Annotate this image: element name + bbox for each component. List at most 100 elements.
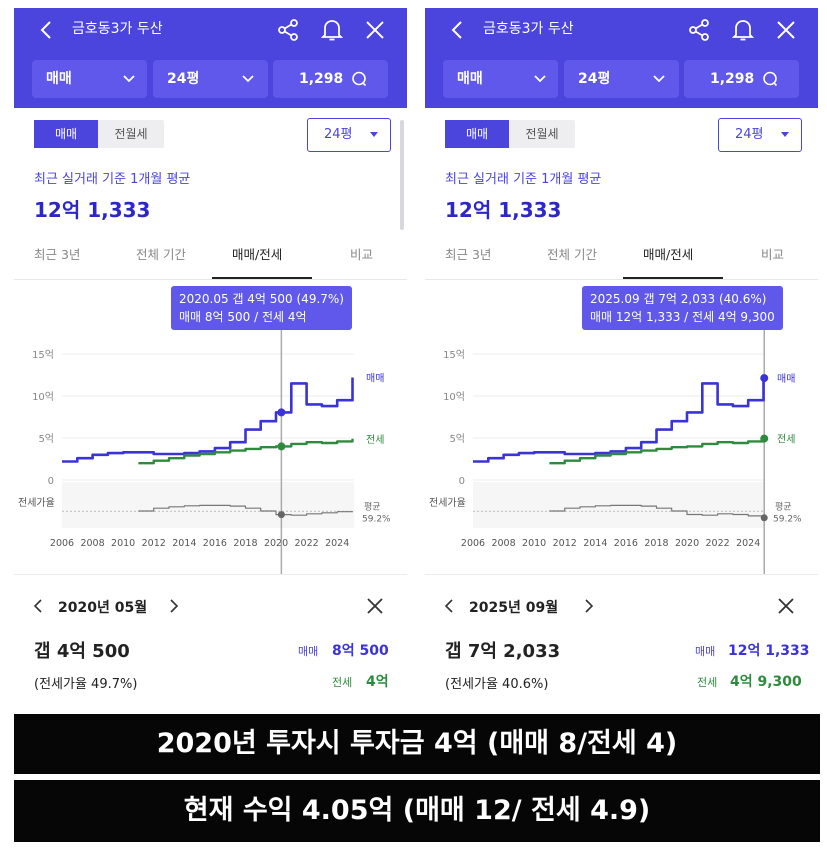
selected-jeonse-point (277, 442, 286, 451)
average-value: 12억 1,333 (445, 198, 562, 222)
close-icon[interactable] (777, 597, 795, 615)
sale-value: 8억 500 (332, 643, 389, 659)
average-label: 최근 실거래 기준 1개월 평균 (445, 172, 602, 187)
close-icon[interactable] (775, 19, 797, 41)
chat-bubble-icon (352, 71, 367, 87)
jeonse-ratio-line (549, 504, 765, 518)
selected-jeonse-point (760, 434, 769, 443)
x-tick-label: 2006 (461, 538, 485, 549)
trade-type-select[interactable]: 매매 (32, 60, 147, 98)
jeonse-label: 전세 (332, 676, 353, 689)
back-arrow-icon[interactable] (447, 19, 469, 41)
x-tick-label: 2024 (325, 538, 349, 549)
close-icon[interactable] (364, 19, 386, 41)
jeonse-value: 4억 (366, 674, 389, 690)
segment-rent[interactable]: 전월세 (525, 127, 559, 141)
jeonse-price-line (549, 438, 765, 465)
series-label: 전세 (366, 434, 384, 446)
sale-label: 매매 (695, 645, 716, 658)
close-icon[interactable] (366, 597, 384, 615)
y-tick-label: 0 (459, 476, 465, 487)
y-tick-label: 0 (48, 476, 54, 487)
x-tick-label: 2012 (553, 538, 577, 549)
selected-ratio-point (277, 511, 285, 519)
chevron-left-icon[interactable] (32, 599, 44, 613)
x-tick-label: 2016 (203, 538, 227, 549)
tab-recent-3y[interactable]: 최근 3년 (34, 247, 81, 262)
size-dropdown-value: 24평 (735, 127, 764, 142)
jeonse-ratio: (전세가율 40.6%) (445, 677, 549, 692)
jeonse-ratio: (전세가율 49.7%) (34, 677, 138, 692)
tab-sale-jeonse[interactable]: 매매/전세 (643, 247, 694, 262)
share-icon[interactable] (687, 18, 711, 42)
chevron-right-icon[interactable] (583, 599, 595, 613)
area-value: 24평 (167, 71, 200, 87)
tab-all-period[interactable]: 전체 기간 (547, 247, 597, 262)
complex-title: 금호동3가 두산 (72, 21, 163, 37)
gap-amount: 갭 7억 2,033 (445, 641, 561, 662)
tooltip-line-1: 2025.09 갭 7억 2,033 (40.6%) (590, 292, 767, 306)
trade-type-value: 매매 (46, 71, 72, 87)
app-header: 금호동3가 두산 매매 24평 1,298 (14, 8, 407, 108)
tab-recent-3y[interactable]: 최근 3년 (445, 247, 492, 262)
y-tick-label: 10억 (32, 391, 54, 403)
x-tick-label: 2022 (295, 538, 319, 549)
household-count-button[interactable]: 1,298 (684, 60, 799, 98)
back-arrow-icon[interactable] (36, 19, 58, 41)
period-tabs: 최근 3년 전체 기간 매매/전세 비교 (425, 240, 818, 280)
segment-sale[interactable]: 매매 (445, 120, 509, 148)
size-dropdown[interactable]: 24평 (718, 118, 802, 152)
bell-icon[interactable] (320, 17, 344, 43)
price-chart-svg: 15억 10억 5억 0 전세가율 평균 59.2% 2006 2008 2010 2012 2014… (18, 330, 391, 574)
segment-sale[interactable]: 매매 (34, 120, 98, 148)
chevron-down-icon (242, 75, 254, 83)
price-chart[interactable]: 15억 10억 5억 0 전세가율 평균 59.2% 2006 2008 2010 2012 2014… (14, 284, 407, 574)
x-tick-label: 2020 (675, 538, 699, 549)
listing-panel-2025: 금호동3가 두산 매매 24평 1,298 매매 전월세 24평 최근 실거래 … (425, 8, 818, 710)
y-tick-label: 5억 (38, 433, 54, 445)
area-select[interactable]: 24평 (153, 60, 268, 98)
household-count: 1,298 (299, 71, 344, 87)
jeonse-ratio-line (138, 504, 354, 516)
caption-investment: 2020년 투자시 투자금 4억 (매매 8/전세 4) (14, 714, 820, 774)
segment-rent[interactable]: 전월세 (114, 127, 148, 141)
x-tick-label: 2016 (614, 538, 638, 549)
price-chart[interactable]: 15억 10억 5억 0 전세가율 평균 59.2% 2006 2008 2010 2012 2014… (425, 284, 818, 574)
y-tick-label: 15억 (443, 349, 465, 361)
detail-date: 2025년 09월 (469, 600, 559, 616)
trade-type-select[interactable]: 매매 (443, 60, 558, 98)
series-label: 매매 (777, 373, 795, 385)
x-tick-label: 2018 (644, 538, 668, 549)
tab-compare[interactable]: 비교 (761, 247, 785, 262)
tab-all-period[interactable]: 전체 기간 (136, 247, 186, 262)
area-select[interactable]: 24평 (564, 60, 679, 98)
complex-title: 금호동3가 두산 (483, 21, 574, 37)
jeonse-price-line (138, 438, 354, 465)
x-tick-label: 2024 (736, 538, 760, 549)
chart-tooltip: 2020.05 갭 4억 500 (49.7%) 매매 8억 500 / 전세 … (171, 286, 352, 330)
x-tick-label: 2006 (50, 538, 74, 549)
period-tabs: 최근 3년 전체 기간 매매/전세 비교 (14, 240, 407, 280)
series-label: 전세 (777, 434, 795, 446)
price-chart-svg: 15억 10억 5억 0 전세가율 평균 59.2% 2006 2008 2010 2012 2014… (429, 330, 802, 574)
tab-compare[interactable]: 비교 (350, 247, 374, 262)
tooltip-line-1: 2020.05 갭 4억 500 (49.7%) (179, 292, 344, 306)
jeonse-label: 전세 (697, 676, 718, 689)
sale-label: 매매 (298, 645, 319, 658)
chevron-right-icon[interactable] (168, 599, 180, 613)
tab-sale-jeonse[interactable]: 매매/전세 (232, 247, 283, 262)
average-value: 12억 1,333 (34, 198, 151, 222)
household-count-button[interactable]: 1,298 (273, 60, 388, 98)
bell-icon[interactable] (731, 17, 755, 43)
selected-sale-point (277, 408, 286, 417)
y-tick-label: 15억 (32, 349, 54, 361)
chevron-down-icon (653, 75, 665, 83)
tooltip-line-2: 매매 8억 500 / 전세 4억 (179, 310, 307, 324)
chevron-left-icon[interactable] (443, 599, 455, 613)
size-dropdown[interactable]: 24평 (307, 118, 391, 152)
share-icon[interactable] (276, 18, 300, 42)
ratio-axis-label: 전세가율 (429, 497, 466, 509)
detail-date: 2020년 05월 (58, 600, 148, 616)
scrollbar[interactable] (400, 120, 404, 230)
x-tick-label: 2010 (111, 538, 135, 549)
